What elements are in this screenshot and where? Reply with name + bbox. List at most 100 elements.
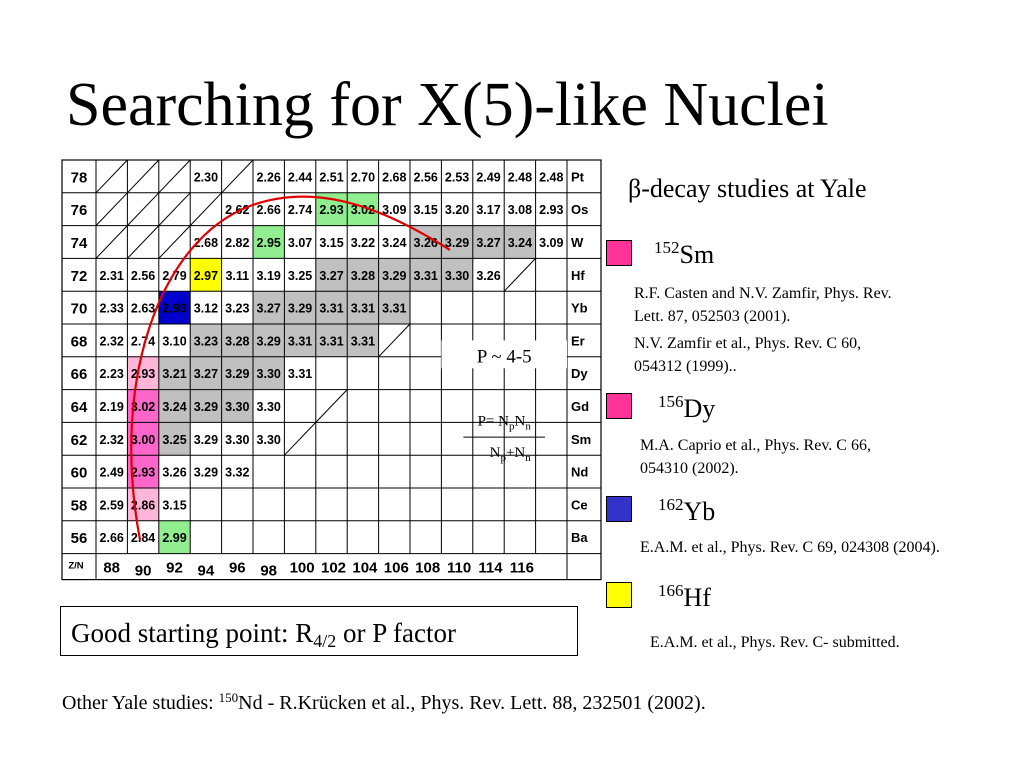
cell-highlight	[221, 389, 253, 423]
cell-value: 3.27	[257, 302, 281, 316]
cell-highlight	[315, 258, 348, 292]
z-label: 68	[71, 333, 88, 350]
element-symbol: Ba	[571, 530, 588, 545]
cell-value: 2.66	[257, 203, 281, 217]
cell-value: 3.27	[194, 367, 218, 381]
cell-value: 3.30	[257, 400, 281, 414]
hf-color-box	[606, 582, 632, 608]
cell-value: 3.23	[225, 302, 249, 316]
element-symbol: Sm	[571, 432, 591, 447]
cell-value: 3.31	[351, 302, 375, 316]
p-formula-numerator: P= NpNn	[478, 414, 532, 433]
cell-value: 2.23	[100, 367, 124, 381]
cell-highlight	[315, 324, 348, 357]
n-label: 88	[103, 560, 120, 577]
element-symbol: Pt	[571, 169, 585, 184]
cell-value: 3.29	[257, 334, 281, 348]
cell-value: 2.93	[319, 203, 343, 217]
cell-value: 2.84	[131, 531, 155, 545]
cell-highlight	[158, 520, 191, 554]
cell-value: 3.09	[382, 203, 406, 217]
n-label: 94	[198, 563, 215, 580]
cell-value: 2.99	[162, 531, 186, 545]
n-label: 92	[166, 560, 183, 577]
cell-highlight	[190, 389, 222, 423]
reference-yb-1: E.A.M. et al., Phys. Rev. C 69, 024308 (…	[640, 539, 940, 556]
isotope-yb: 162Yb	[658, 495, 716, 526]
cell-value: 2.68	[382, 170, 406, 184]
cell-value: 3.26	[414, 236, 438, 250]
empty-cell-slash	[158, 159, 191, 194]
element-symbol: Dy	[571, 366, 588, 381]
cell-value: 3.25	[162, 433, 186, 447]
yb-color-box	[606, 496, 632, 522]
cell-highlight	[284, 291, 316, 324]
cell-value: 2.56	[414, 170, 438, 184]
cell-value: 3.24	[382, 236, 406, 250]
cell-value: 2.79	[162, 269, 186, 283]
isotope-sm: 152Sm	[654, 238, 715, 269]
empty-cell-slash	[315, 389, 348, 423]
isotope-hf: 166Hf	[658, 581, 711, 612]
x5-region-arc	[130, 195, 451, 541]
cell-value: 2.93	[162, 302, 186, 316]
cell-value: 2.44	[288, 170, 312, 184]
n-label: 106	[384, 560, 409, 577]
reference-dy-2: 054310 (2002).	[640, 460, 739, 477]
n-label: 90	[135, 563, 152, 580]
isotope-dy: 156Dy	[658, 392, 716, 423]
cell-value: 3.31	[382, 302, 406, 316]
element-symbol: Os	[571, 202, 588, 217]
z-label: 74	[71, 235, 88, 252]
cell-value: 3.20	[445, 203, 469, 217]
cell-value: 3.28	[225, 334, 249, 348]
empty-cell-slash	[221, 159, 254, 194]
cell-value: 3.12	[194, 302, 218, 316]
cell-value: 2.19	[100, 400, 124, 414]
cell-highlight	[158, 389, 191, 423]
n-label: 96	[229, 560, 246, 577]
cell-value: 2.33	[100, 302, 124, 316]
cell-value: 3.29	[194, 400, 218, 414]
cell-value: 3.08	[508, 203, 532, 217]
z-label: 70	[71, 301, 88, 318]
z-label: 76	[71, 202, 88, 219]
empty-cell-slash	[127, 192, 160, 226]
cell-value: 3.31	[288, 334, 312, 348]
cell-highlight	[504, 225, 536, 259]
cell-value: 2.63	[131, 302, 155, 316]
empty-cell-slash	[378, 323, 411, 358]
cell-value: 2.74	[131, 334, 155, 348]
cell-value: 3.29	[382, 269, 406, 283]
cell-value: 3.21	[162, 367, 186, 381]
cell-value: 3.26	[476, 269, 500, 283]
cell-value: 2.53	[445, 170, 469, 184]
z-label: 56	[71, 530, 88, 547]
cell-highlight	[127, 356, 159, 390]
element-symbol: W	[571, 235, 584, 250]
p-formula-denominator: Np+Nn	[490, 445, 532, 464]
z-label: 78	[71, 169, 88, 186]
cell-highlight	[347, 324, 379, 357]
panel-title: β-decay studies at Yale	[628, 174, 867, 203]
reference-sm-3: N.V. Zamfir et al., Phys. Rev. C 60,	[634, 335, 862, 352]
cell-value: 3.31	[319, 302, 343, 316]
cell-value: 3.28	[351, 269, 375, 283]
cell-value: 2.74	[288, 203, 312, 217]
cell-value: 2.82	[225, 236, 249, 250]
cell-value: 2.93	[539, 203, 563, 217]
cell-value: 3.29	[194, 433, 218, 447]
n-label: 116	[510, 560, 534, 577]
p-factor-label: P ~ 4-5	[477, 346, 532, 367]
cell-value: 2.66	[100, 531, 124, 545]
reference-hf-1: E.A.M. et al., Phys. Rev. C- submitted.	[650, 634, 900, 651]
cell-value: 3.31	[288, 367, 312, 381]
cell-value: 3.29	[194, 466, 218, 480]
element-symbol: Yb	[571, 301, 588, 316]
dy-color-box	[606, 393, 632, 419]
element-symbol: Hf	[571, 268, 585, 283]
cell-value: 2.49	[100, 466, 124, 480]
cell-value: 3.29	[288, 302, 312, 316]
empty-cell-slash	[503, 258, 536, 292]
